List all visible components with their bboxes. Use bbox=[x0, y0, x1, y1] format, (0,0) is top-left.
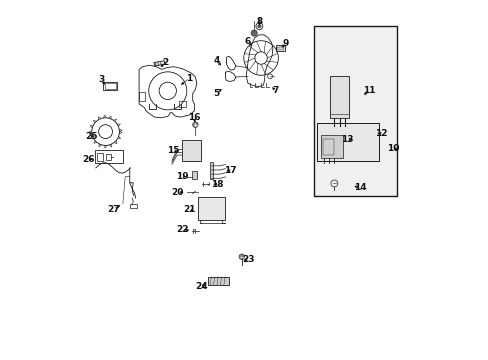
Text: 24: 24 bbox=[195, 282, 207, 291]
Bar bbox=[181, 140, 200, 161]
Bar bbox=[105, 154, 110, 160]
Bar bbox=[179, 100, 185, 107]
Text: 3: 3 bbox=[99, 75, 105, 84]
Bar bbox=[329, 76, 348, 118]
Bar bbox=[276, 45, 285, 51]
Text: 25: 25 bbox=[84, 132, 97, 141]
Circle shape bbox=[192, 122, 198, 127]
Bar bbox=[198, 197, 225, 220]
Bar bbox=[130, 203, 136, 208]
Text: 8: 8 bbox=[256, 17, 262, 26]
Bar bbox=[192, 171, 197, 179]
Text: 21: 21 bbox=[183, 205, 195, 214]
Circle shape bbox=[250, 30, 257, 36]
Text: 1: 1 bbox=[186, 73, 192, 82]
Bar bbox=[103, 81, 117, 90]
Bar bbox=[313, 26, 396, 195]
Text: 5: 5 bbox=[213, 89, 220, 98]
Text: 26: 26 bbox=[82, 155, 95, 164]
Text: 2: 2 bbox=[162, 58, 168, 67]
Bar bbox=[104, 82, 116, 89]
Bar bbox=[320, 135, 342, 158]
Text: 19: 19 bbox=[176, 172, 188, 181]
Text: 17: 17 bbox=[224, 166, 237, 175]
Bar bbox=[277, 46, 283, 50]
Bar bbox=[95, 150, 122, 163]
Text: 22: 22 bbox=[176, 225, 188, 234]
Polygon shape bbox=[154, 61, 164, 66]
Text: 20: 20 bbox=[171, 188, 183, 197]
Text: 10: 10 bbox=[386, 144, 399, 153]
Text: 15: 15 bbox=[167, 146, 180, 155]
Bar bbox=[139, 92, 145, 100]
Text: 13: 13 bbox=[341, 135, 353, 144]
Bar bbox=[316, 123, 379, 161]
Text: 12: 12 bbox=[374, 129, 386, 138]
Text: 14: 14 bbox=[353, 184, 366, 193]
Circle shape bbox=[239, 254, 244, 260]
Text: 11: 11 bbox=[362, 86, 374, 95]
Text: 9: 9 bbox=[282, 39, 288, 48]
Bar bbox=[323, 139, 333, 155]
Bar bbox=[97, 153, 103, 161]
Text: 16: 16 bbox=[188, 113, 200, 122]
Text: 27: 27 bbox=[107, 205, 119, 214]
Text: 23: 23 bbox=[242, 255, 255, 264]
Text: 7: 7 bbox=[272, 86, 278, 95]
Text: 4: 4 bbox=[213, 56, 220, 65]
Bar bbox=[209, 162, 213, 179]
Text: 6: 6 bbox=[244, 37, 250, 46]
Circle shape bbox=[257, 24, 261, 28]
Bar bbox=[208, 277, 228, 285]
Text: 18: 18 bbox=[210, 180, 223, 189]
